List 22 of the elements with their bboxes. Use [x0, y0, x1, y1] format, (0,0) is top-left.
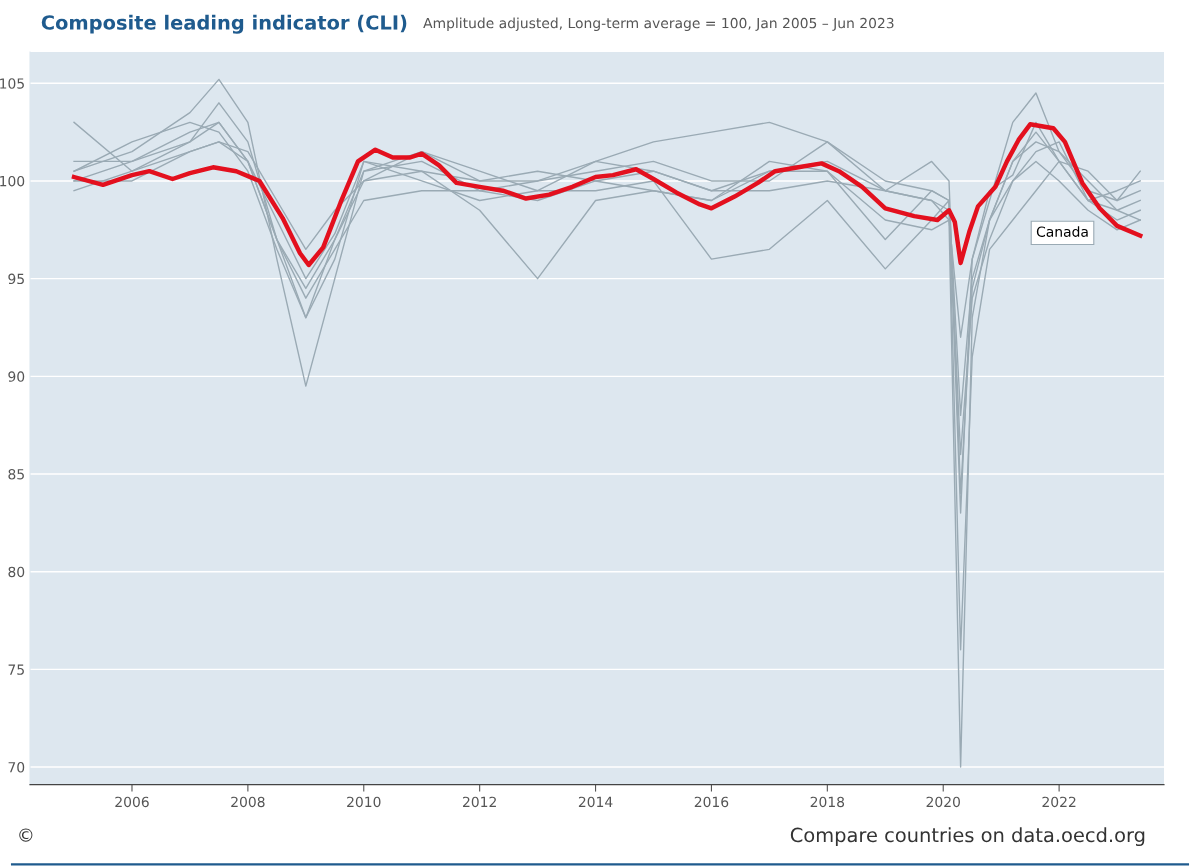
chart-subtitle: Amplitude adjusted, Long-term average = 100, Jan 2005 – Jun 2023 — [423, 17, 894, 31]
x-tick-label: 2022 — [1042, 796, 1076, 808]
y-tick-label: 80 — [8, 566, 25, 578]
x-tick-label: 2014 — [578, 796, 613, 808]
y-tick-label: 85 — [8, 468, 24, 480]
text: © — [19, 828, 33, 842]
chart-title: Composite leading indicator (CLI) — [41, 14, 407, 34]
y-tick-label: 100 — [0, 175, 25, 187]
y-tick-label: 90 — [8, 371, 25, 382]
x-tick-label: 2016 — [694, 796, 729, 808]
x-tick-label: 2018 — [810, 796, 845, 808]
y-tick-label: 75 — [8, 664, 24, 675]
x-tick-label: 2020 — [926, 796, 960, 808]
x-tick-label: 2008 — [231, 796, 265, 808]
x-tick-label: 2010 — [347, 796, 381, 808]
text: Compare countries on data.oecd.org — [790, 827, 1145, 847]
series-label: Canada — [1036, 226, 1088, 237]
x-tick-label: 2006 — [115, 796, 149, 808]
y-tick-label: 70 — [8, 762, 25, 773]
x-tick-label: 2012 — [463, 796, 496, 808]
y-tick-label: 95 — [8, 273, 24, 285]
y-tick-label: 105 — [0, 78, 24, 89]
